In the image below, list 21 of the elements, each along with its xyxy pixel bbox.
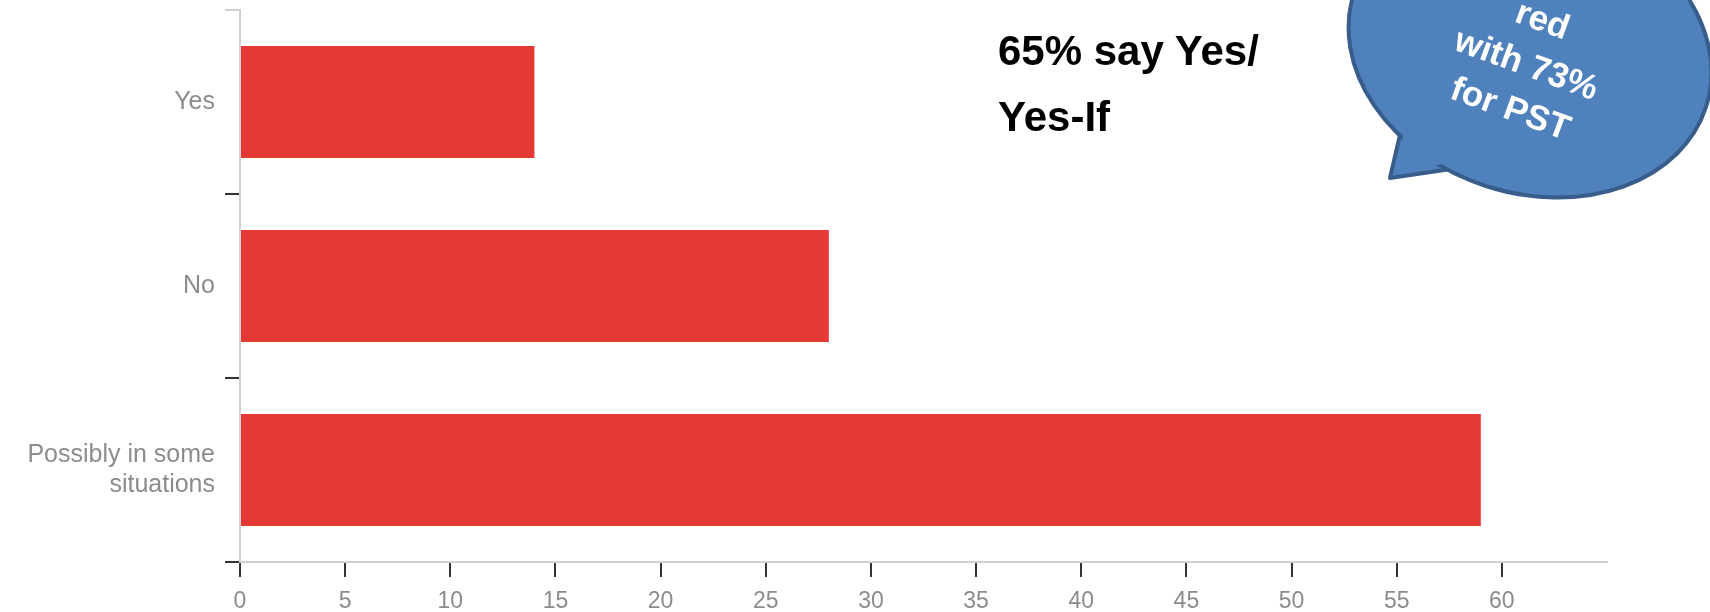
x-tick-label: 35 (963, 587, 989, 612)
x-tick-label: 60 (1489, 587, 1515, 612)
x-tick-label: 0 (233, 587, 247, 612)
x-tick-label: 10 (437, 587, 464, 612)
bar (241, 229, 829, 343)
y-tick-label: No (183, 269, 215, 298)
x-tick-label: 45 (1173, 587, 1200, 612)
y-tick-label: Possibly in some situations (27, 438, 215, 497)
annotation: red with 73% for PST (1444, 0, 1606, 149)
x-tick-label: 25 (752, 587, 779, 612)
x-tick-label: 30 (858, 587, 884, 612)
x-tick-label: 40 (1068, 587, 1095, 612)
x-tick-label: 5 (338, 587, 352, 612)
x-tick-label: 20 (647, 587, 674, 612)
bar (241, 413, 1481, 527)
x-tick-label: 55 (1383, 587, 1410, 612)
x-tick-label: 15 (542, 587, 569, 612)
bar (241, 45, 535, 159)
annotation: 65% say Yes/ Yes-If (998, 26, 1259, 142)
y-tick-label: Yes (174, 85, 215, 114)
x-tick-label: 50 (1278, 587, 1305, 612)
